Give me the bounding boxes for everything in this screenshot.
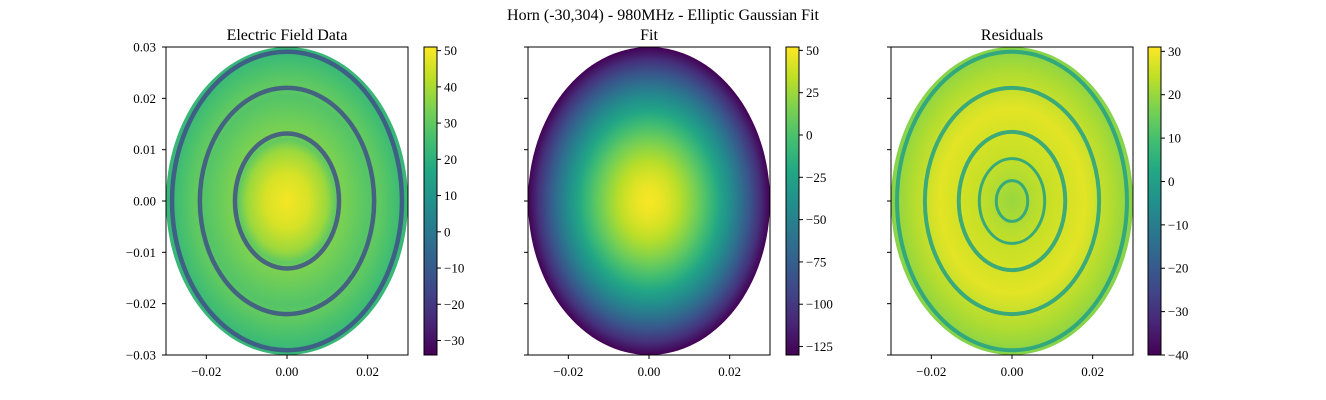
- colorbar-tick-label: 0: [1168, 174, 1175, 189]
- heatmap-1: [166, 47, 408, 355]
- colorbar-tick-label: 40: [444, 79, 457, 94]
- colorbar-tick-label: 25: [806, 85, 819, 100]
- field-surface: [166, 47, 408, 355]
- colorbar-tick-label: −25: [806, 170, 826, 185]
- y-tick-label: −0.01: [126, 245, 156, 260]
- panel-title-3: Residuals: [981, 27, 1043, 44]
- residual-ring-3: [956, 129, 1068, 273]
- colorbar-tick-label: 0: [444, 224, 451, 239]
- colorbar-tick-label: −30: [444, 333, 464, 348]
- y-tick-label: −0.02: [126, 296, 156, 311]
- x-tick-label: −0.02: [916, 364, 946, 379]
- colorbar-1: [423, 46, 438, 356]
- colorbar-tick-label: −20: [1168, 261, 1188, 276]
- colorbar-3: [1147, 46, 1162, 356]
- residual-ring-4: [922, 85, 1102, 317]
- panel-title-1: Electric Field Data: [227, 27, 348, 44]
- x-tick-label: −0.02: [553, 364, 583, 379]
- panel-1: Electric Field Data −0.02 0.00 0.02 0.03 0.02…: [126, 27, 464, 379]
- residual-ring-2: [977, 157, 1047, 245]
- figure-suptitle: Horn (-30,304) - 980MHz - Elliptic Gauss…: [507, 7, 820, 24]
- colorbar-tick-label: 10: [1168, 131, 1181, 146]
- field-null-ring-2: [197, 85, 377, 317]
- colorbar-tick-label: 20: [1168, 87, 1181, 102]
- colorbar-tick-label: −125: [806, 339, 833, 354]
- x-tick-label: 0.00: [1001, 364, 1024, 379]
- field-null-ring-3: [169, 49, 405, 353]
- colorbar-tick-label: −10: [444, 261, 464, 276]
- x-tick-label: 0.00: [638, 364, 661, 379]
- y-tick-label: 0.02: [133, 91, 156, 106]
- y-tick-label: 0.03: [133, 40, 156, 55]
- y-tick-label: −0.03: [126, 348, 156, 363]
- fit-surface: [528, 47, 770, 355]
- panel-3: Residuals −0.02 0.00 0.02 30 20 10 0 −10 −20 −30 −4…: [887, 27, 1188, 379]
- residual-ring-5: [895, 49, 1129, 353]
- colorbar-tick-label: 20: [444, 152, 457, 167]
- heatmap-2: [528, 47, 770, 355]
- field-null-ring-1: [232, 131, 342, 271]
- colorbar-tick-label: 50: [806, 43, 819, 58]
- panel-2: Fit −0.02 0.00 0.02 50 25 0 −25 −50 −75 −100 −125: [524, 27, 833, 379]
- heatmap-3: [891, 47, 1133, 355]
- colorbar-tick-label: −100: [806, 297, 833, 312]
- colorbar-tick-label: −20: [444, 297, 464, 312]
- colorbar-tick-label: −40: [1168, 348, 1188, 363]
- colorbar-tick-label: −75: [806, 254, 826, 269]
- panel-title-2: Fit: [640, 27, 658, 44]
- colorbar-tick-label: −50: [806, 212, 826, 227]
- colorbar-tick-label: 30: [444, 116, 457, 131]
- colorbar-tick-label: 30: [1168, 44, 1181, 59]
- colorbar-tick-label: −10: [1168, 217, 1188, 232]
- residual-surface: [891, 47, 1133, 355]
- x-tick-label: 0.02: [1081, 364, 1104, 379]
- colorbar-tick-label: 10: [444, 188, 457, 203]
- y-tick-label: 0.01: [133, 142, 156, 157]
- x-tick-label: 0.02: [356, 364, 379, 379]
- colorbar-2: [785, 46, 800, 356]
- y-tick-label: 0.00: [133, 194, 156, 209]
- x-tick-label: 0.00: [276, 364, 299, 379]
- x-tick-label: 0.02: [718, 364, 741, 379]
- colorbar-tick-label: 50: [444, 43, 457, 58]
- colorbar-tick-label: −30: [1168, 304, 1188, 319]
- x-tick-label: −0.02: [191, 364, 221, 379]
- residual-ring-1: [994, 179, 1030, 223]
- colorbar-tick-label: 0: [806, 128, 813, 143]
